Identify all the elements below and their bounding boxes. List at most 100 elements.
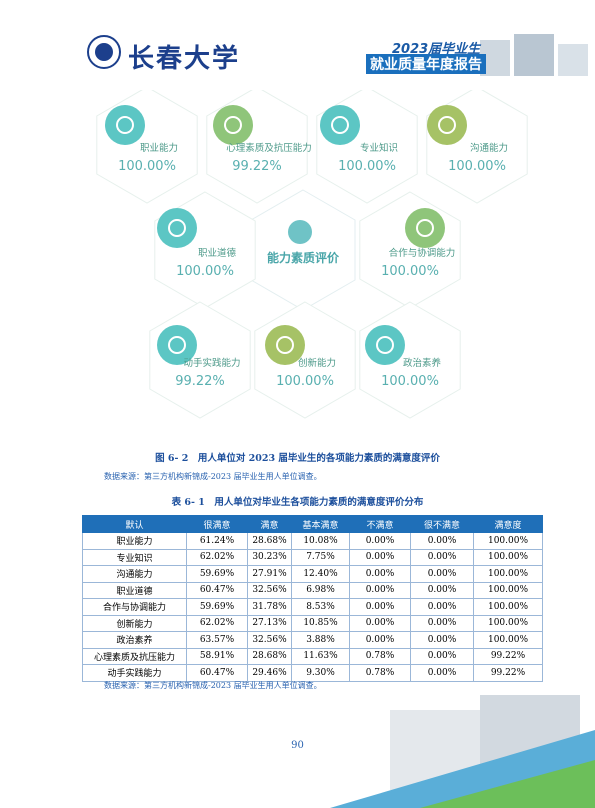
item-icon-inner (224, 116, 242, 134)
header-cell: 默认 (82, 515, 187, 533)
table-cell: 8.53% (291, 598, 350, 616)
table-cell: 100.00% (473, 581, 543, 599)
header-cell: 不满意 (349, 515, 411, 533)
item-icon-inner (168, 336, 186, 354)
table-cell: 0.00% (410, 614, 474, 632)
header-row: 默认 很满意 满意 基本满意 不满意 很不满意 满意度 (82, 515, 543, 533)
table-cell: 7.75% (291, 548, 350, 566)
table-cell: 0.00% (410, 581, 474, 599)
item-icon-inner (331, 116, 349, 134)
table-cell: 10.08% (291, 532, 350, 550)
table-cell: 合作与协调能力 (82, 598, 187, 616)
table-row: 职业道德 60.47% 32.56% 6.98% 0.00% 0.00% 100.00% (82, 581, 543, 599)
figure-caption: 图 6- 2 用人单位对 2023 届毕业生的各项能力素质的满意度评价 (155, 453, 440, 464)
table-cell: 62.02% (186, 548, 248, 566)
item-name: 合作与协调能力 (389, 247, 456, 259)
ability-figure: 能力素质评价 职业能力 100.00% 心理素质及抗压能力 99.22% 专业知识 100.… (96, 90, 528, 419)
item-icon (213, 105, 253, 145)
item-name: 动手实践能力 (183, 357, 240, 369)
table-title: 表 6- 1 用人单位对毕业生各项能力素质的满意度评价分布 (171, 497, 424, 508)
table-cell: 0.00% (410, 598, 474, 616)
item-name: 政治素养 (403, 357, 442, 369)
table-cell: 0.00% (349, 565, 411, 583)
table-cell: 28.68% (247, 647, 292, 665)
table-cell: 0.00% (349, 614, 411, 632)
item-name: 沟通能力 (470, 142, 508, 154)
table-cell: 心理素质及抗压能力 (82, 647, 187, 665)
table-row: 沟通能力 59.69% 27.91% 12.40% 0.00% 0.00% 100.00% (82, 565, 543, 583)
table-cell: 创新能力 (82, 614, 187, 632)
item-icon-inner (416, 219, 434, 237)
table-cell: 0.00% (410, 631, 474, 649)
item-name: 心理素质及抗压能力 (226, 142, 312, 154)
table-cell: 0.00% (410, 565, 474, 583)
table-cell: 27.91% (247, 565, 292, 583)
center-label: 能力素质评价 (267, 250, 340, 265)
table-cell: 100.00% (473, 548, 543, 566)
item-value: 100.00% (176, 264, 234, 279)
table-cell: 29.46% (247, 664, 292, 682)
item-icon (105, 105, 145, 145)
hexagon (250, 189, 356, 311)
table-cell: 0.78% (349, 647, 411, 665)
item-value: 100.00% (381, 264, 439, 279)
table-row: 政治素养 63.57% 32.56% 3.88% 0.00% 0.00% 100.00% (82, 631, 543, 649)
logo-text: 长春大学 (128, 44, 241, 74)
table-cell: 0.00% (349, 548, 411, 566)
item-value: 100.00% (381, 374, 439, 389)
table-cell: 0.78% (349, 664, 411, 682)
table-row: 专业知识 62.02% 30.23% 7.75% 0.00% 0.00% 100.00% (82, 548, 543, 566)
table-cell: 100.00% (473, 631, 543, 649)
table-cell: 32.56% (247, 581, 292, 599)
table-cell: 0.00% (410, 647, 474, 665)
footer-illustration (330, 695, 595, 808)
item-icon (320, 105, 360, 145)
table-cell: 职业能力 (82, 532, 187, 550)
table-cell: 沟通能力 (82, 565, 187, 583)
table-cell: 动手实践能力 (82, 664, 187, 682)
header-cell: 满意 (247, 515, 292, 533)
table-cell: 31.78% (247, 598, 292, 616)
table-cell: 60.47% (186, 664, 248, 682)
table-row: 心理素质及抗压能力 58.91% 28.68% 11.63% 0.78% 0.00% 99.… (82, 647, 543, 665)
satisfaction-table: 默认 很满意 满意 基本满意 不满意 很不满意 满意度 职业能力 61.24% 28.68% 10.… (82, 515, 543, 682)
table-cell: 100.00% (473, 532, 543, 550)
table-cell: 9.30% (291, 664, 350, 682)
item-value: 100.00% (276, 374, 334, 389)
table-cell: 32.56% (247, 631, 292, 649)
table-cell: 10.85% (291, 614, 350, 632)
table-row: 合作与协调能力 59.69% 31.78% 8.53% 0.00% 0.00% 100.00… (82, 598, 543, 616)
item-value: 99.22% (232, 159, 282, 174)
table-cell: 30.23% (247, 548, 292, 566)
item-icon (157, 325, 197, 365)
table-cell: 0.00% (349, 631, 411, 649)
table-row: 职业能力 61.24% 28.68% 10.08% 0.00% 0.00% 100.00% (82, 532, 543, 550)
item-icon (427, 105, 467, 145)
table-row: 动手实践能力 60.47% 29.46% 9.30% 0.78% 0.00% 99.22% (82, 664, 543, 682)
table-source: 数据来源：第三方机构新锦成-2023 届毕业生用人单位调查。 (104, 681, 322, 690)
table-cell: 100.00% (473, 565, 543, 583)
table-cell: 28.68% (247, 532, 292, 550)
table-cell: 0.00% (349, 532, 411, 550)
table-cell: 0.00% (349, 598, 411, 616)
item-value: 100.00% (448, 159, 506, 174)
table-cell: 99.22% (473, 664, 543, 682)
page-number: 90 (291, 740, 304, 751)
logo-emblem (87, 35, 121, 69)
header-cell: 基本满意 (291, 515, 350, 533)
item-icon-inner (376, 336, 394, 354)
table-cell: 专业知识 (82, 548, 187, 566)
table-cell: 100.00% (473, 598, 543, 616)
item-name: 职业能力 (140, 142, 178, 154)
item-icon (265, 325, 305, 365)
header-cell: 很满意 (186, 515, 248, 533)
item-icon-inner (168, 219, 186, 237)
item-icon-inner (116, 116, 134, 134)
table-cell: 61.24% (186, 532, 248, 550)
item-name: 专业知识 (360, 142, 398, 154)
table-cell: 27.13% (247, 614, 292, 632)
item-icon (157, 208, 197, 248)
item-icon-inner (276, 336, 294, 354)
table-cell: 0.00% (410, 548, 474, 566)
item-value: 100.00% (118, 159, 176, 174)
